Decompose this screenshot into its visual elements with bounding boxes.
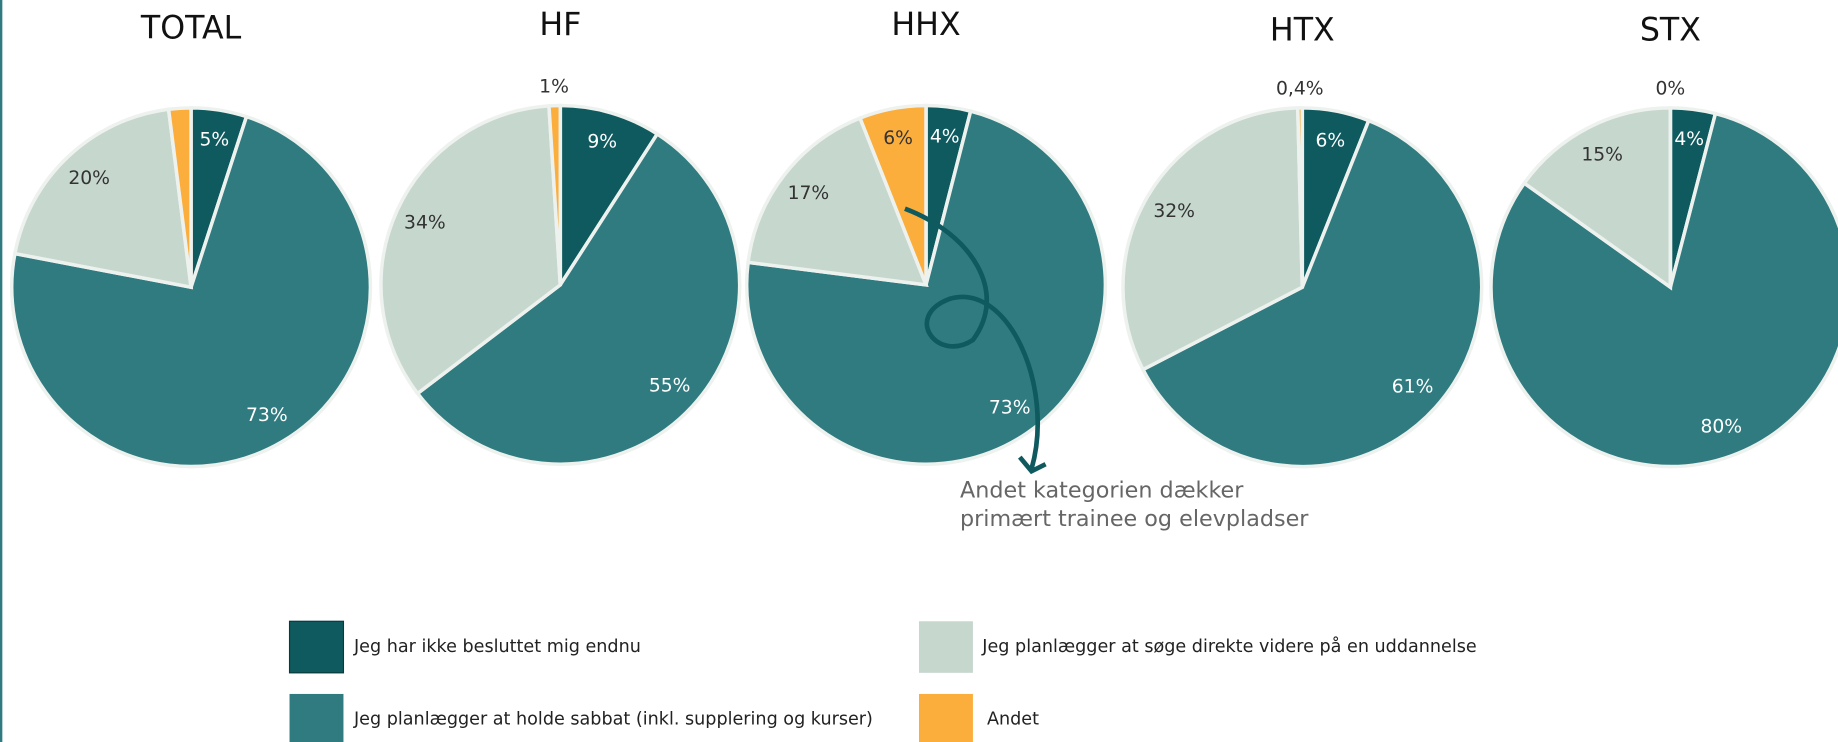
pie-slice <box>12 107 194 290</box>
value-label: 73% <box>989 397 1031 418</box>
pie-slice <box>9 114 373 469</box>
chart-title: HF <box>539 7 581 43</box>
pie-slice <box>1121 106 1305 372</box>
value-label: 5% <box>199 130 229 151</box>
value-label: 34% <box>404 213 446 234</box>
value-label: 55% <box>649 375 691 396</box>
annotation: primært trainee og elevpladser <box>960 506 1309 532</box>
chart-title: TOTAL <box>140 10 242 46</box>
legend-swatch <box>919 621 973 673</box>
legend-label: Jeg har ikke besluttet mig endnu <box>353 637 641 657</box>
value-label: 61% <box>1392 377 1434 398</box>
annotation-arrow <box>904 206 1047 475</box>
legend-swatch <box>289 693 344 742</box>
pie-slice <box>1489 111 1838 469</box>
pie-slice <box>1295 106 1305 288</box>
legend-swatch <box>288 620 345 674</box>
value-label: 73% <box>246 405 288 426</box>
pie-slice <box>1140 118 1484 469</box>
value-label: 32% <box>1153 201 1195 222</box>
pie-slice <box>547 103 563 285</box>
legend-label: Jeg planlægger at søge direkte videre på… <box>981 636 1476 657</box>
value-label: 9% <box>587 132 617 153</box>
annotation: Andet kategorien dækker <box>960 478 1244 504</box>
legend: Jeg har ikke besluttet mig endnu Jeg plan… <box>288 620 1477 742</box>
value-label: 6% <box>1315 130 1345 151</box>
chart-title: HHX <box>891 7 960 43</box>
pie-slice <box>415 131 742 466</box>
value-label: 80% <box>1700 417 1742 438</box>
value-label: 4% <box>1674 129 1704 150</box>
legend-swatch <box>919 693 973 742</box>
value-label: 1% <box>539 76 569 97</box>
value-label: 4% <box>930 127 960 148</box>
pie-slice <box>558 103 660 291</box>
pie-slice <box>857 103 928 286</box>
legend-label: Jeg planlægger at holde sabbat (inkl. su… <box>353 710 873 730</box>
pie-slice <box>744 108 1108 466</box>
pie-slice <box>1521 106 1673 291</box>
pies: TOTAL 5% 73% 20% HF 9% 55% 34% 1% HHX 4% 73% 17% 6% An… <box>9 7 1838 532</box>
legend-label: Andet <box>987 710 1039 730</box>
pie-slice <box>746 115 929 287</box>
value-label: 17% <box>788 183 830 204</box>
value-label: 0% <box>1656 79 1686 100</box>
pie-slice <box>379 103 563 396</box>
value-label: 20% <box>68 168 110 189</box>
chart-title: HTX <box>1270 13 1335 49</box>
value-label: 15% <box>1581 144 1623 165</box>
chart-title: STX <box>1640 13 1701 49</box>
pie-slice <box>166 106 193 288</box>
value-label: 6% <box>883 128 913 149</box>
value-label: 0,4% <box>1276 79 1324 100</box>
